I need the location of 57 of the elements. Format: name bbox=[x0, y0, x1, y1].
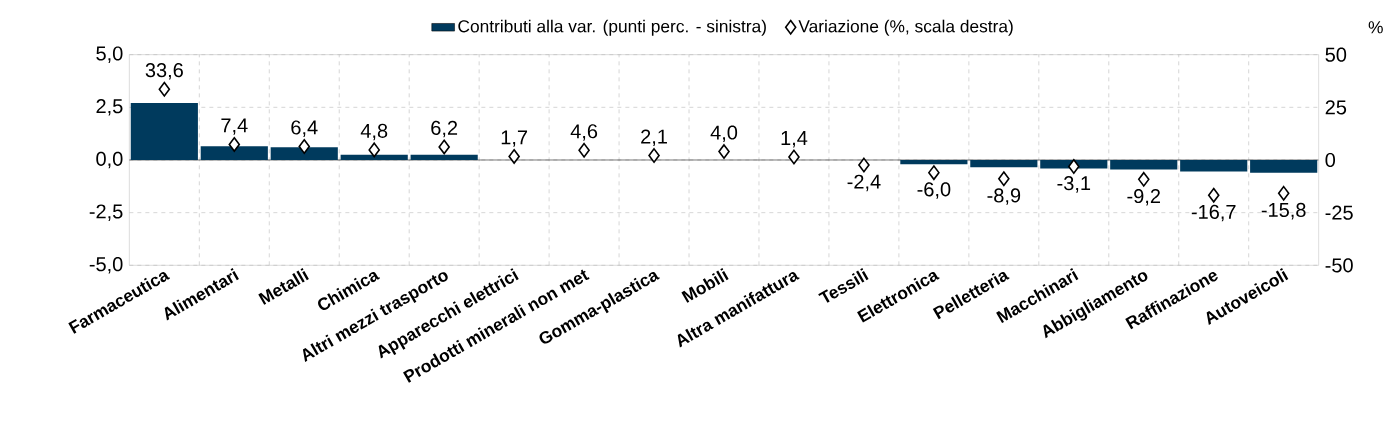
data-label: 6,2 bbox=[431, 120, 458, 138]
point bbox=[508, 148, 520, 164]
y-tick-label: -5,0 bbox=[89, 257, 123, 274]
data-label: 7,4 bbox=[221, 118, 248, 135]
bar bbox=[340, 154, 408, 160]
data-label: -9,2 bbox=[1127, 188, 1160, 206]
point bbox=[788, 149, 800, 165]
data-label: 33,6 bbox=[145, 63, 183, 80]
bar bbox=[410, 154, 478, 160]
bar bbox=[130, 103, 198, 160]
y-tick-label: -2,5 bbox=[89, 204, 123, 221]
point bbox=[228, 136, 241, 152]
point bbox=[928, 165, 940, 181]
bar bbox=[970, 159, 1038, 168]
y2-tick-label: -25 bbox=[1325, 205, 1353, 220]
point bbox=[298, 139, 311, 154]
data-label: 2,1 bbox=[641, 129, 667, 146]
data-label: -2,4 bbox=[847, 174, 881, 192]
point bbox=[368, 142, 381, 158]
bar bbox=[1180, 159, 1248, 172]
data-label: 4,8 bbox=[360, 123, 388, 141]
data-label: 1,7 bbox=[501, 130, 528, 147]
y-tick-label: 0,0 bbox=[96, 151, 123, 169]
point bbox=[578, 142, 590, 158]
point bbox=[1277, 185, 1290, 201]
point bbox=[648, 148, 660, 164]
y2-tick-label: 25 bbox=[1325, 100, 1347, 115]
data-label: 6,4 bbox=[291, 120, 318, 137]
y2-tick-label: 50 bbox=[1325, 47, 1347, 62]
bar bbox=[200, 146, 268, 160]
y2-tick-label: -50 bbox=[1325, 258, 1353, 273]
data-label: -15,8 bbox=[1261, 202, 1306, 220]
point bbox=[858, 157, 870, 173]
data-label: -3,1 bbox=[1057, 176, 1091, 193]
data-label: 4,0 bbox=[710, 125, 738, 142]
bar bbox=[1110, 159, 1178, 170]
point bbox=[158, 81, 171, 97]
data-label: 4,6 bbox=[570, 124, 598, 141]
bar bbox=[900, 159, 968, 165]
legend-label: Contributi alla var. (punti perc. - sinistra) bbox=[458, 19, 766, 36]
point bbox=[998, 171, 1010, 187]
legend-label: Variazione (%, scala destra) bbox=[798, 19, 1013, 36]
y2-tick-label: 0 bbox=[1325, 152, 1336, 168]
point bbox=[718, 144, 730, 160]
data-label: -6,0 bbox=[917, 182, 951, 199]
data-label: -16,7 bbox=[1191, 204, 1236, 222]
point bbox=[1207, 187, 1220, 203]
data-label: 1,4 bbox=[781, 131, 808, 148]
bar bbox=[270, 147, 338, 160]
point bbox=[438, 139, 450, 155]
y2-axis-title: % bbox=[1368, 21, 1383, 34]
y-tick-label: 5,0 bbox=[96, 46, 123, 63]
point bbox=[1137, 171, 1150, 187]
bar bbox=[1250, 159, 1318, 173]
y-tick-label: 2,5 bbox=[96, 99, 123, 116]
point bbox=[1068, 159, 1080, 174]
data-label: -8,9 bbox=[987, 188, 1021, 205]
